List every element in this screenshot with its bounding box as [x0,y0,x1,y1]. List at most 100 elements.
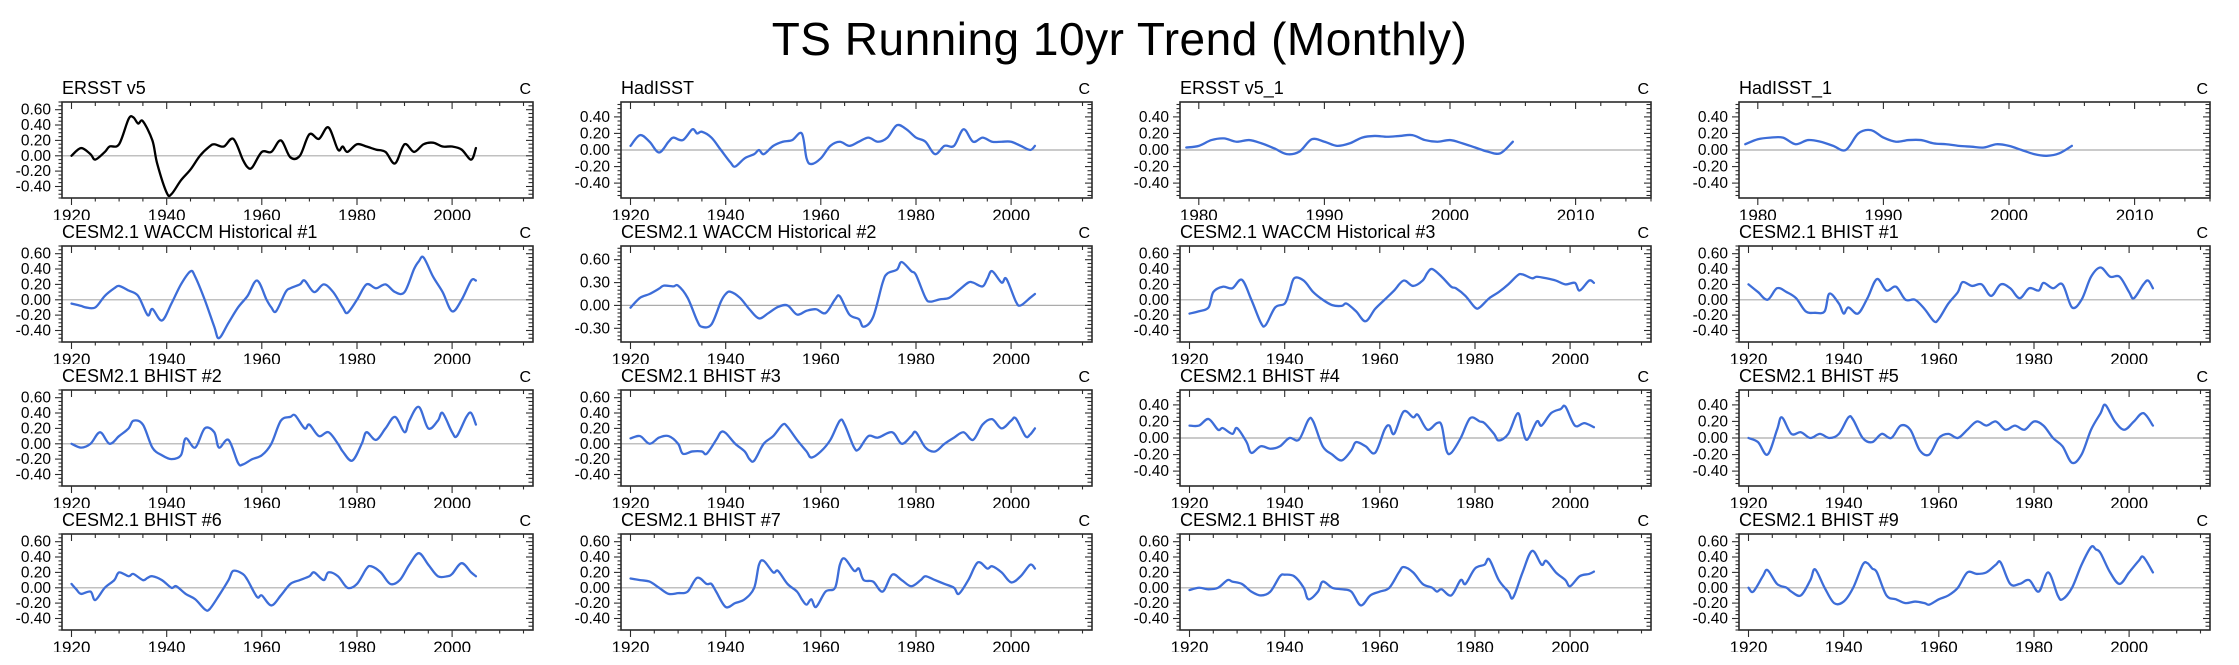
panel-title: CESM2.1 BHIST #1 [1739,222,1899,242]
x-tick-label: 1940 [707,206,745,220]
x-tick-label: 2000 [433,638,471,652]
y-tick-label: 0.00 [580,436,611,453]
y-tick-label: 0.60 [580,390,611,407]
x-tick-label: 1980 [1456,350,1494,364]
y-tick-label: 0.20 [1698,276,1729,293]
y-tick-label: -0.40 [1134,463,1170,480]
y-tick-label: -0.40 [1693,175,1729,192]
y-tick-label: -0.40 [16,466,52,483]
panel-cesm2-1-bhist-2: CESM2.1 BHIST #2 C 0.600.400.200.00-0.20-0… [16,366,534,508]
panel-hadisst-1: HadISST_1 C 0.400.200.00-0.20-0.40 1980 1990… [1693,78,2211,220]
axis-ticks [1732,390,2210,493]
x-tick-label: 1920 [1171,638,1209,652]
y-tick-label: -0.20 [1693,447,1729,464]
y-tick-label: -0.20 [575,595,611,612]
y-tick-label: 0.60 [1698,246,1729,263]
x-tick-label: 2000 [433,494,471,508]
x-tick-label: 1940 [707,350,745,364]
x-tick-label: 1960 [802,206,840,220]
trend-line-hadisst [629,123,1037,168]
trend-line-cesm2-1-waccm-historical-1 [70,255,478,340]
x-tick-label: 1960 [243,206,281,220]
y-tick-label: 0.40 [1698,397,1729,414]
plot-frame [620,533,1093,631]
x-tick-label: 1940 [1266,350,1304,364]
y-tick-label: -0.40 [1134,175,1170,192]
axis-ticks [1732,533,2210,637]
panel-row: ERSST v5 C 0.60 0.40 0.20 0.00 -0.20 -0.40 1920 1… [0,76,2239,220]
plot-frame [1179,101,1652,199]
trend-line-cesm2-1-bhist-2 [70,405,478,467]
plot-frame [1738,101,2211,199]
x-tick-label: 1960 [1361,638,1399,652]
panel-title: CESM2.1 BHIST #8 [1180,510,1340,530]
y-tick-label: -0.20 [1134,159,1170,176]
y-tick-label: -0.40 [575,610,611,627]
x-tick-label: 1920 [612,350,650,364]
y-tick-label: 0.60 [1139,534,1170,551]
y-tick-label: -0.20 [1134,307,1170,324]
axis-ticks [614,246,1092,349]
x-tick-label: 2000 [992,638,1030,652]
trend-line-ersst-v5-1 [1185,133,1514,156]
x-tick-label: 1960 [243,638,281,652]
y-tick-label: -0.40 [575,466,611,483]
y-tick-label: 0.20 [580,564,611,581]
unit-label: C [519,369,531,386]
x-tick-label: 1920 [1171,350,1209,364]
axis-ticks [1173,245,1651,349]
y-tick-label: -0.40 [1693,463,1729,480]
panel-title: CESM2.1 WACCM Historical #3 [1180,222,1435,242]
y-tick-label: -0.20 [16,163,52,180]
y-tick-label: 0.20 [1139,125,1170,142]
y-tick-label: 0.20 [1139,413,1170,430]
unit-label: C [1637,225,1649,242]
plot-frame [61,533,534,631]
y-tick-label: 0.20 [1698,413,1729,430]
plot-frame [620,389,1093,487]
y-tick-label: 0.20 [21,420,52,437]
trend-line-cesm2-1-bhist-8 [1188,549,1596,607]
y-tick-label: 0.60 [1698,534,1729,551]
y-tick-label: 0.20 [1698,125,1729,142]
trend-line-cesm2-1-bhist-1 [1747,266,2155,324]
y-tick-label: 0.20 [580,420,611,437]
panel-title: CESM2.1 BHIST #7 [621,510,781,530]
x-tick-label: 1920 [53,350,91,364]
unit-label: C [1078,369,1090,386]
unit-label: C [519,225,531,242]
y-tick-label: 0.00 [21,148,52,165]
x-tick-label: 1980 [897,494,935,508]
x-tick-label: 2000 [433,350,471,364]
trend-line-cesm2-1-bhist-6 [70,552,478,612]
x-tick-label: 2000 [1551,638,1589,652]
y-tick-label: -0.20 [1693,159,1729,176]
panel-ersst-v5-1: ERSST v5_1 C 0.400.200.00-0.20-0.40 1980 199… [1134,78,1652,220]
y-tick-label: 0.40 [21,117,52,134]
y-tick-label: 0.20 [1698,564,1729,581]
trend-line-cesm2-1-waccm-historical-3 [1188,267,1596,328]
x-tick-label: 2000 [992,350,1030,364]
panel-title: CESM2.1 BHIST #5 [1739,366,1899,386]
unit-label: C [1078,225,1090,242]
unit-label: C [2196,369,2208,386]
y-tick-label: -0.20 [1134,595,1170,612]
panel-row: CESM2.1 WACCM Historical #1 C 0.60 0.40 0.20… [0,220,2239,364]
axis-ticks [55,101,533,205]
plot-frame [1738,533,2211,631]
axis-ticks [55,245,533,349]
x-tick-label: 1980 [2015,350,2053,364]
panel-title: HadISST_1 [1739,78,1832,99]
panel-cesm2-1-bhist-5: CESM2.1 BHIST #5 C0.400.200.00-0.20-0.401… [1693,366,2211,508]
y-tick-label: 0.40 [580,109,611,126]
x-tick-label: 1940 [1825,494,1863,508]
y-tick-label: 0.40 [1139,109,1170,126]
x-tick-label: 1980 [1456,638,1494,652]
axis-ticks [55,389,533,493]
x-tick-label: 1920 [612,494,650,508]
x-tick-label: 2000 [2110,350,2148,364]
unit-label: C [2196,513,2208,530]
axis-ticks [1173,390,1651,493]
